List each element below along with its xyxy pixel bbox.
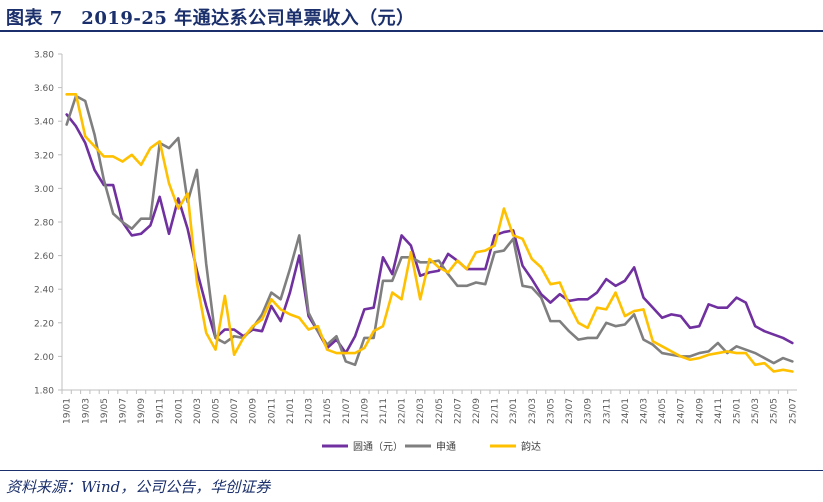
x-tick-label: 20/01 [174, 398, 184, 424]
chart-plot [65, 93, 794, 373]
x-tick-label: 23/05 [546, 398, 556, 424]
x-tick-label: 25/01 [733, 398, 743, 424]
title-divider [0, 30, 823, 32]
y-tick-label: 2.00 [34, 353, 54, 363]
source-note: 资料来源：Wind，公司公告，华创证券 [6, 478, 271, 496]
y-tick-label: 2.20 [34, 319, 54, 329]
x-tick-label: 23/09 [584, 398, 594, 424]
x-tick-label: 19/03 [81, 398, 91, 424]
x-tick-label: 20/09 [249, 398, 259, 424]
x-tick-label: 23/03 [528, 398, 538, 424]
legend-label-2: 韵达 [521, 440, 541, 453]
series-line-2 [65, 93, 794, 373]
x-tick-label: 20/03 [193, 398, 203, 424]
x-tick-label: 21/07 [342, 398, 352, 424]
x-tick-label: 24/01 [621, 398, 631, 424]
y-tick-label: 3.60 [34, 84, 54, 94]
chart-axes: 1.80 2.00 2.20 2.40 2.60 2.80 3.00 3.20 3.40 3.60… [34, 51, 798, 424]
x-tick-label: 19/09 [137, 398, 147, 424]
series-line-1 [65, 94, 794, 367]
x-tick-label: 21/05 [323, 398, 333, 424]
x-tick-label: 19/01 [63, 398, 73, 424]
y-tick-label: 3.00 [34, 185, 54, 195]
x-tick-label: 23/07 [565, 398, 575, 424]
x-tick-label: 19/05 [100, 398, 110, 424]
x-tick-label: 22/01 [398, 398, 408, 424]
y-tick-label: 3.40 [34, 118, 54, 128]
x-tick-label: 23/11 [602, 398, 612, 424]
chart-area: 1.80 2.00 2.20 2.40 2.60 2.80 3.00 3.20 3.40 3.60… [0, 32, 823, 460]
x-tick-label: 25/03 [751, 398, 761, 424]
x-tick-label: 24/11 [714, 398, 724, 424]
x-tick-label: 21/03 [305, 398, 315, 424]
x-tick-label: 24/09 [695, 398, 705, 424]
y-tick-label: 1.80 [34, 387, 54, 397]
figure-title: 图表 7 2019-25 年通达系公司单票收入（元） [6, 8, 415, 29]
legend-label-0: 圆通（元） [353, 441, 403, 453]
x-tick-label: 22/03 [416, 398, 426, 424]
x-tick-label: 19/07 [118, 398, 128, 424]
chart-legend: 圆通（元） 申通 韵达 [322, 440, 541, 453]
y-tick-label: 2.80 [34, 219, 54, 229]
y-tick-label: 3.80 [34, 51, 54, 61]
y-tick-label: 2.60 [34, 252, 54, 262]
x-tick-label: 21/11 [379, 398, 389, 424]
figure-header: 图表 7 2019-25 年通达系公司单票收入（元） [0, 0, 823, 32]
y-tick-label: 2.40 [34, 286, 54, 296]
x-tick-label: 20/05 [212, 398, 222, 424]
x-tick-label: 21/09 [360, 398, 370, 424]
x-tick-label: 21/01 [286, 398, 296, 424]
x-tick-label: 22/05 [435, 398, 445, 424]
source-divider [0, 470, 823, 471]
legend-label-1: 申通 [436, 440, 456, 453]
x-tick-label: 23/01 [509, 398, 519, 424]
x-tick-label: 22/11 [491, 398, 501, 424]
x-tick-label: 24/05 [658, 398, 668, 424]
x-tick-label: 24/07 [677, 398, 687, 424]
x-tick-label: 20/07 [230, 398, 240, 424]
line-chart: 1.80 2.00 2.20 2.40 2.60 2.80 3.00 3.20 3.40 3.60… [34, 51, 798, 454]
x-tick-label: 22/07 [453, 398, 463, 424]
x-tick-label: 19/11 [156, 398, 166, 424]
x-tick-label: 24/03 [639, 398, 649, 424]
y-tick-label: 3.20 [34, 151, 54, 161]
x-tick-label: 22/09 [472, 398, 482, 424]
x-tick-label: 25/07 [788, 398, 798, 424]
x-tick-label: 20/11 [267, 398, 277, 424]
series-line-0 [65, 113, 794, 355]
x-tick-label: 25/05 [770, 398, 780, 424]
